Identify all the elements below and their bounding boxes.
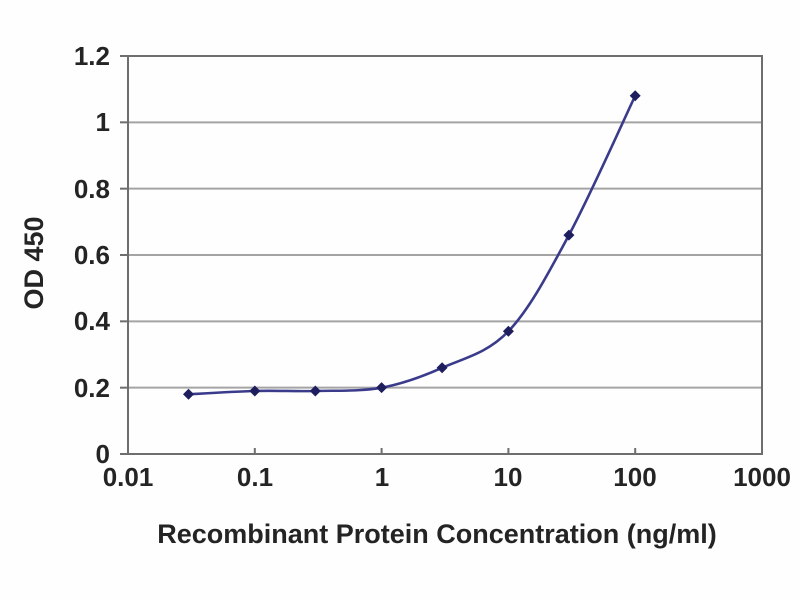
plot-frame: [127, 55, 763, 455]
data-point-marker: [502, 325, 514, 337]
y-tick-label: 0.4: [73, 306, 110, 336]
y-tick-label: 0.8: [73, 174, 110, 204]
x-tick-label: 10: [493, 462, 523, 492]
y-tick-label: 0.2: [73, 373, 110, 403]
y-tick-label: 1: [95, 107, 110, 137]
x-tick-label: 100: [613, 462, 657, 492]
x-tick-label: 0.01: [102, 462, 154, 492]
data-point-marker: [436, 362, 448, 374]
data-point-marker: [182, 388, 194, 400]
data-point-marker: [249, 385, 261, 397]
x-tick-label: 0.1: [236, 462, 274, 492]
x-tick-label: 1: [374, 462, 390, 492]
data-point-marker: [309, 385, 321, 397]
data-point-marker: [563, 229, 575, 241]
y-axis-title: OD 450: [19, 216, 49, 310]
data-point-marker: [376, 382, 388, 394]
x-tick-label: 1000: [733, 462, 791, 492]
y-tick-label: 0: [95, 439, 110, 469]
y-tick-label: 1.2: [73, 41, 110, 71]
data-series-line: [188, 95, 637, 396]
x-axis-title: Recombinant Protein Concentration (ng/ml…: [157, 519, 717, 549]
y-tick-label: 0.6: [73, 240, 110, 270]
data-point-marker: [629, 90, 641, 102]
